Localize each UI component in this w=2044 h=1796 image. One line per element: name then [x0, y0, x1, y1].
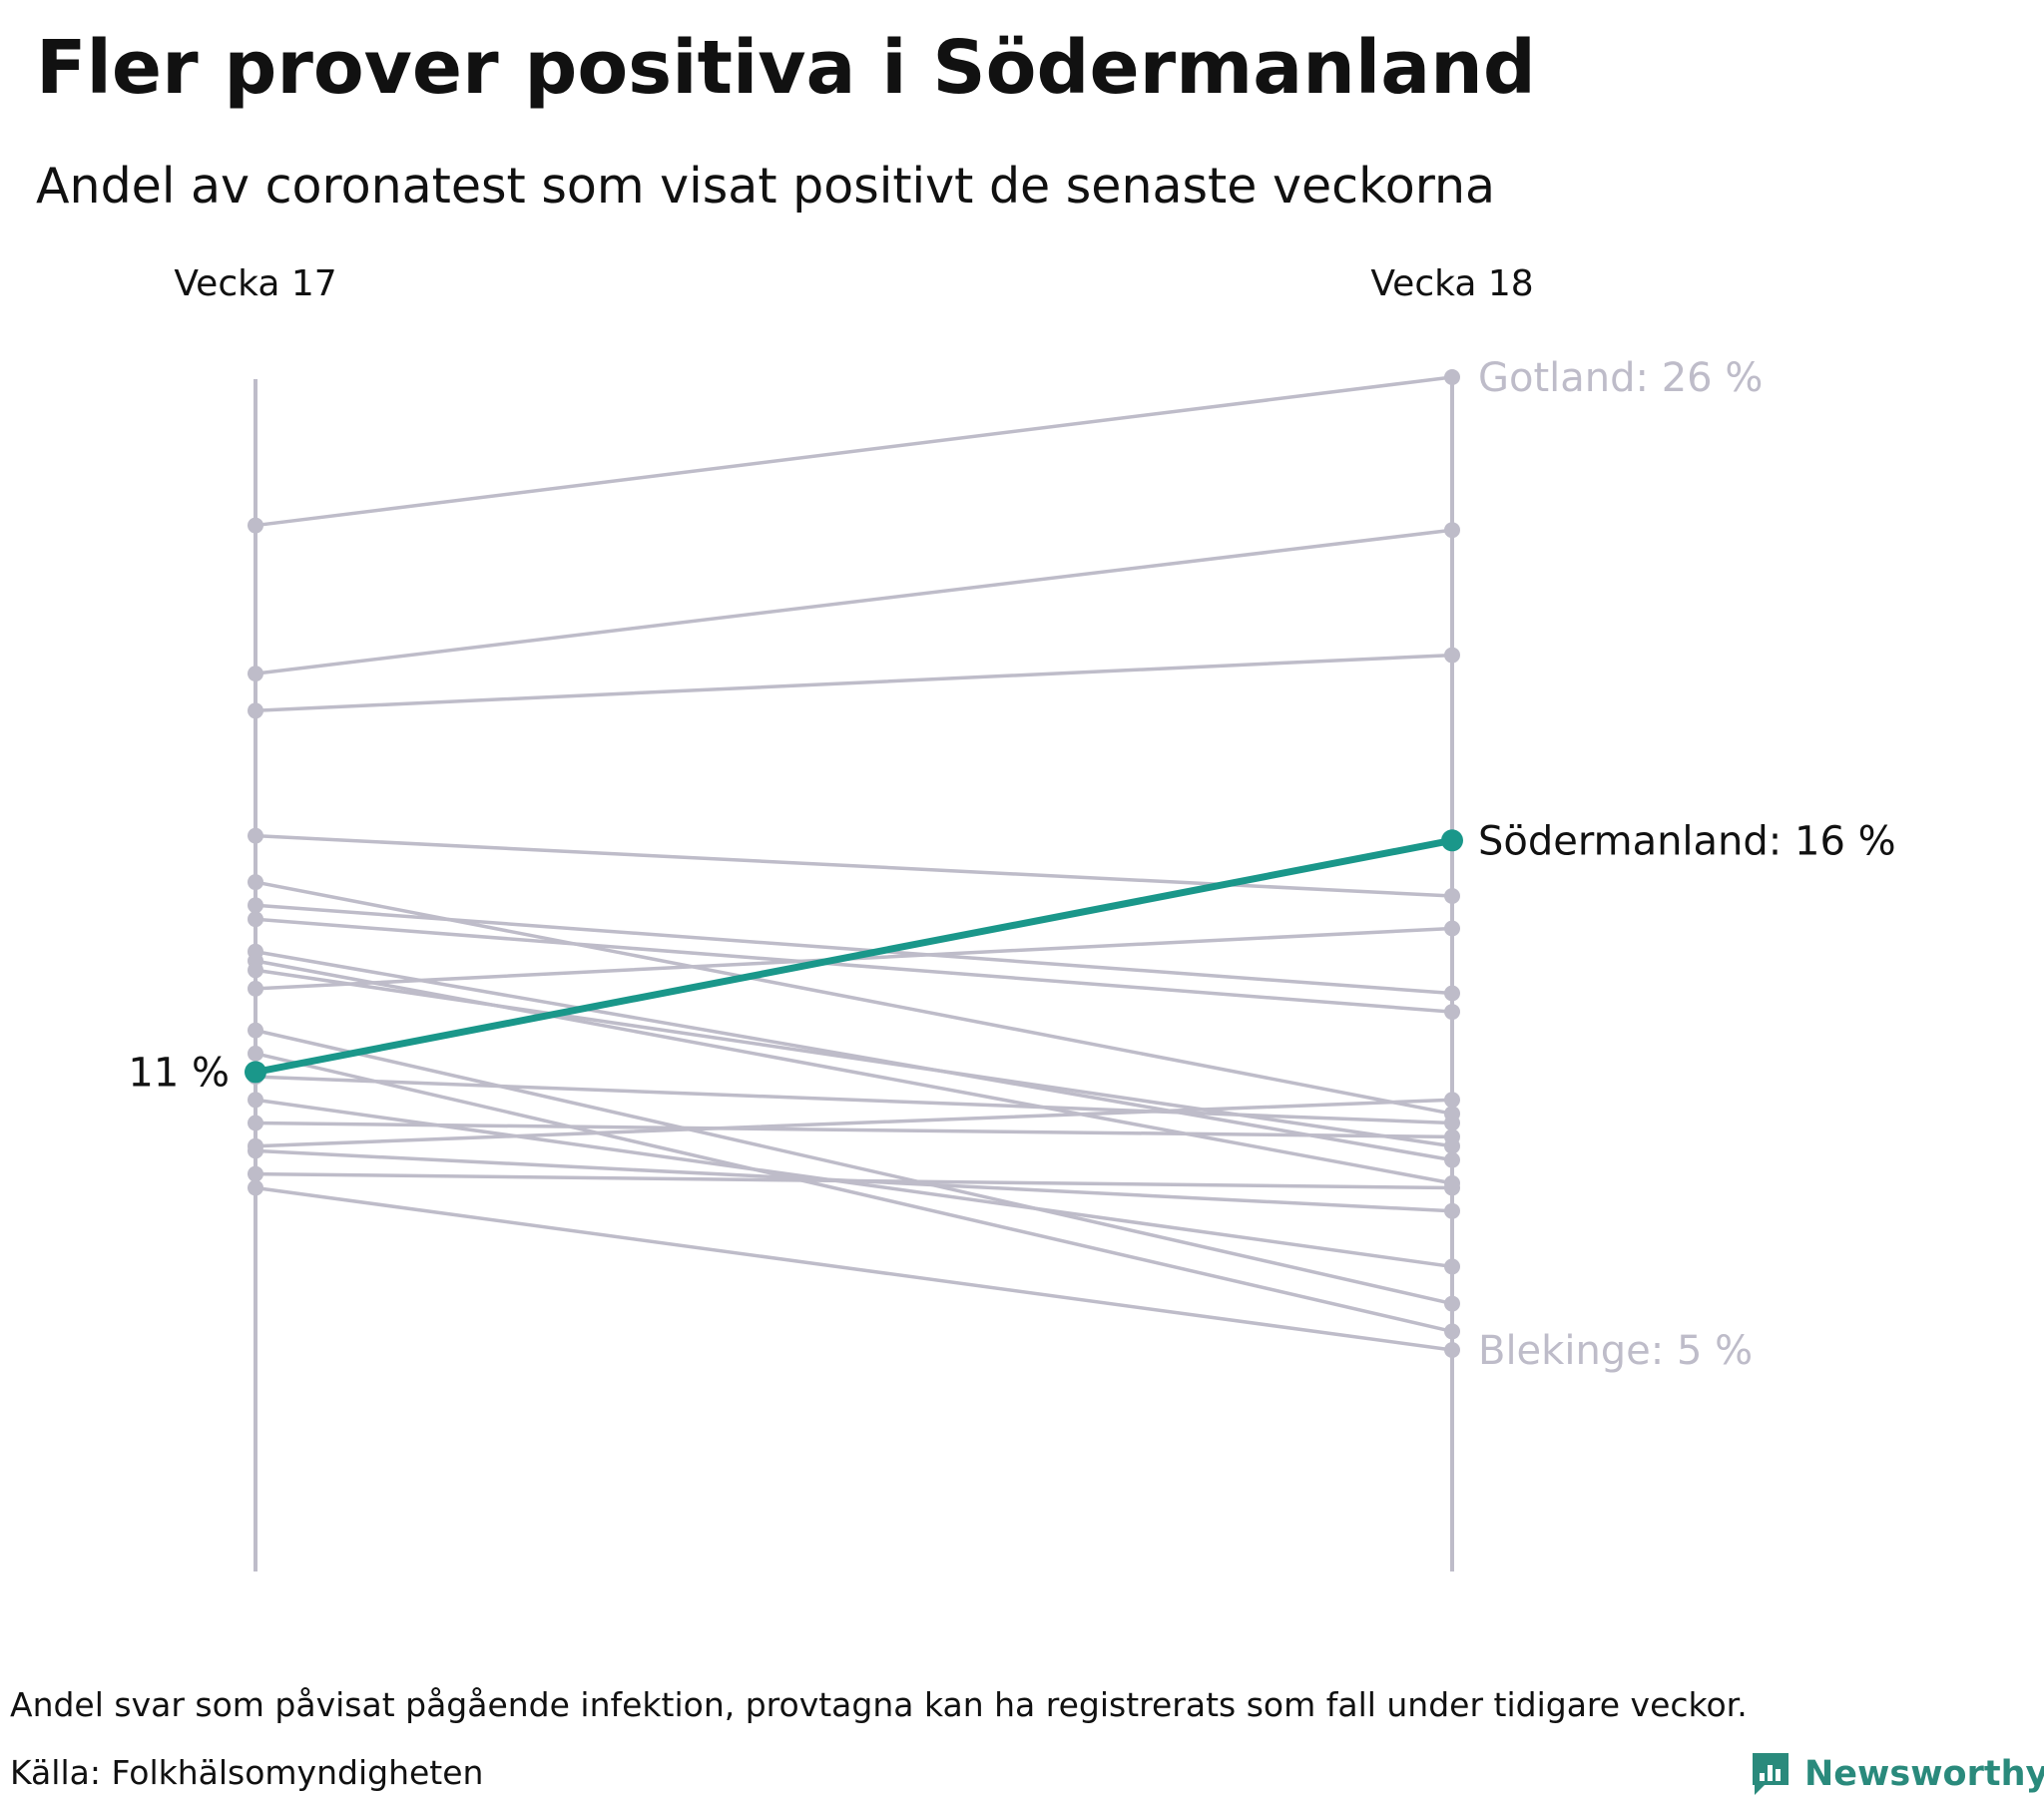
footnote: Andel svar som påvisat pågående infektio…: [10, 1685, 1748, 1724]
series-line-region-13: [254, 1052, 1454, 1334]
series-point-end-region-16: [1444, 1128, 1460, 1145]
series-point-end-blekinge: [1444, 1342, 1460, 1358]
series-point-start-region-10: [248, 962, 263, 979]
series-point-start-region-11: [248, 980, 263, 997]
series-line-blekinge: [254, 1185, 1454, 1352]
series-point-end-region-2: [1444, 522, 1460, 539]
series-point-end-region-4: [1444, 888, 1460, 904]
series-line-region-15: [254, 1098, 1454, 1269]
series-line-region-12: [254, 1028, 1454, 1306]
series-point-start-region-3: [248, 702, 263, 719]
annotation-label-gotland: Gotland: 26 %: [1478, 355, 1763, 401]
series-point-start-region-2: [248, 666, 263, 682]
series-point-end-region-13: [1444, 1323, 1460, 1340]
newsworthy-logo: Newsworthy: [1749, 1744, 2044, 1796]
series-point-end-region-17: [1444, 1092, 1460, 1109]
series-point-start-region-4: [248, 827, 263, 844]
x-label-week-17: Vecka 17: [174, 263, 336, 304]
series-point-end-region-6: [1444, 985, 1460, 1002]
series-point-start-region-18: [248, 1142, 263, 1159]
series-point-end-region-11: [1444, 920, 1460, 937]
highlight-line-sodermanland: [252, 836, 1456, 1076]
series-point-end-region-14: [1444, 1115, 1460, 1131]
highlight-end-label: Södermanland: 16 %: [1478, 818, 1896, 864]
series-line-region-14: [254, 1075, 1454, 1125]
series-point-end-region-8: [1444, 1151, 1460, 1168]
series-line-region-3: [254, 653, 1454, 713]
series-point-end-region-12: [1444, 1295, 1460, 1312]
series-point-start-region-7: [248, 911, 263, 928]
series-point-start-blekinge: [248, 1179, 263, 1196]
highlight-point-end: [1441, 829, 1463, 852]
series-point-start-gotland: [248, 517, 263, 534]
series-point-start-region-6: [248, 897, 263, 914]
series-point-start-region-5: [248, 874, 263, 891]
series-line-region-7: [254, 917, 1454, 1014]
series-point-start-region-15: [248, 1092, 263, 1109]
series-point-start-region-16: [248, 1115, 263, 1131]
series-point-end-region-19: [1444, 1179, 1460, 1196]
series-line-region-16: [254, 1121, 1454, 1139]
series-line-region-4: [254, 833, 1454, 898]
series-point-start-region-12: [248, 1022, 263, 1039]
source-credit: Källa: Folkhälsomyndigheten: [10, 1753, 484, 1792]
series-line-gotland: [254, 375, 1454, 528]
series-point-start-region-13: [248, 1045, 263, 1062]
series-point-start-region-19: [248, 1165, 263, 1182]
series-line-region-6: [254, 903, 1454, 996]
highlight-point-start: [245, 1061, 266, 1084]
series-line-region-2: [254, 528, 1454, 675]
chart-subtitle: Andel av coronatest som visat positivt d…: [36, 158, 1496, 215]
series-point-end-region-3: [1444, 647, 1460, 664]
newsworthy-logo-icon: [1753, 1753, 1788, 1795]
annotation-label-blekinge: Blekinge: 5 %: [1478, 1328, 1753, 1374]
series-point-end-region-18: [1444, 1202, 1460, 1219]
newsworthy-logo-text: Newsworthy: [1804, 1754, 2044, 1794]
series-point-end-region-15: [1444, 1258, 1460, 1275]
series-point-end-region-7: [1444, 1004, 1460, 1021]
series-line-region-19: [254, 1171, 1454, 1190]
series-line-region-17: [254, 1098, 1454, 1148]
x-label-week-18: Vecka 18: [1370, 263, 1533, 304]
chart-title: Fler prover positiva i Södermanland: [36, 25, 1536, 111]
series-line-region-8: [254, 949, 1454, 1162]
highlight-start-label: 11 %: [128, 1050, 230, 1096]
series-point-end-gotland: [1444, 369, 1460, 385]
